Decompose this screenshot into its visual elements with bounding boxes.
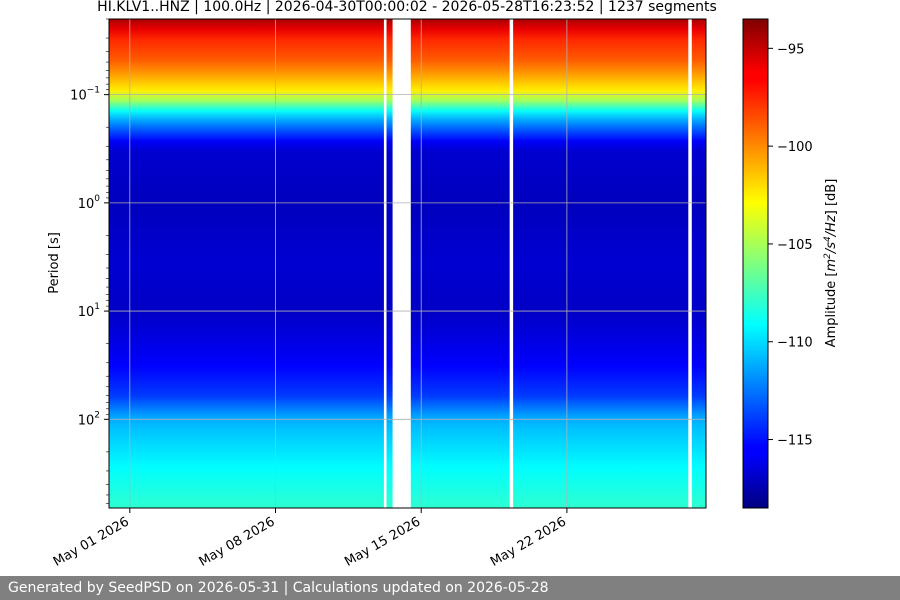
- colorbar-ticks: −95 −100 −105 −110 −115: [768, 42, 813, 449]
- y-axis-ticks: 10−1 100 101 102: [70, 18, 109, 504]
- y-axis-label: Period [s]: [47, 232, 62, 294]
- colorbar-tick-label: −95: [777, 42, 804, 57]
- y-tick-label: 102: [78, 410, 100, 428]
- y-tick-label: 100: [78, 194, 101, 212]
- footer-text: Generated by SeedPSD on 2026-05-31 | Cal…: [8, 580, 549, 596]
- footer-bar: Generated by SeedPSD on 2026-05-31 | Cal…: [0, 576, 900, 600]
- x-tick-label: May 15 2026: [342, 514, 423, 569]
- spectrogram-chart: HI.KLV1..HNZ | 100.0Hz | 2026-04-30T00:0…: [47, 0, 839, 570]
- x-axis-ticks: May 01 2026 May 08 2026 May 15 2026 May 22 …: [51, 508, 569, 570]
- colorbar: [742, 18, 769, 509]
- data-gap: [688, 19, 692, 508]
- data-gap: [509, 19, 514, 508]
- colorbar-label: Amplitude [m2/s4/Hz] [dB]: [823, 179, 839, 348]
- plot-frame: [108, 18, 707, 509]
- x-tick-label: May 01 2026: [51, 514, 132, 569]
- colorbar-tick-label: −105: [777, 238, 813, 253]
- grid-lines: [109, 19, 706, 508]
- chart-title: HI.KLV1..HNZ | 100.0Hz | 2026-04-30T00:0…: [97, 0, 717, 15]
- colorbar-tick-label: −115: [777, 434, 813, 449]
- y-tick-label: 10−1: [70, 86, 100, 104]
- data-gap: [383, 19, 387, 508]
- data-gaps: [383, 19, 692, 508]
- colorbar-tick-label: −100: [777, 140, 813, 155]
- colorbar-tick-label: −110: [777, 336, 813, 351]
- x-tick-label: May 08 2026: [197, 514, 278, 569]
- x-tick-label: May 22 2026: [488, 514, 569, 569]
- y-tick-label: 101: [78, 302, 100, 320]
- data-gap: [392, 19, 411, 508]
